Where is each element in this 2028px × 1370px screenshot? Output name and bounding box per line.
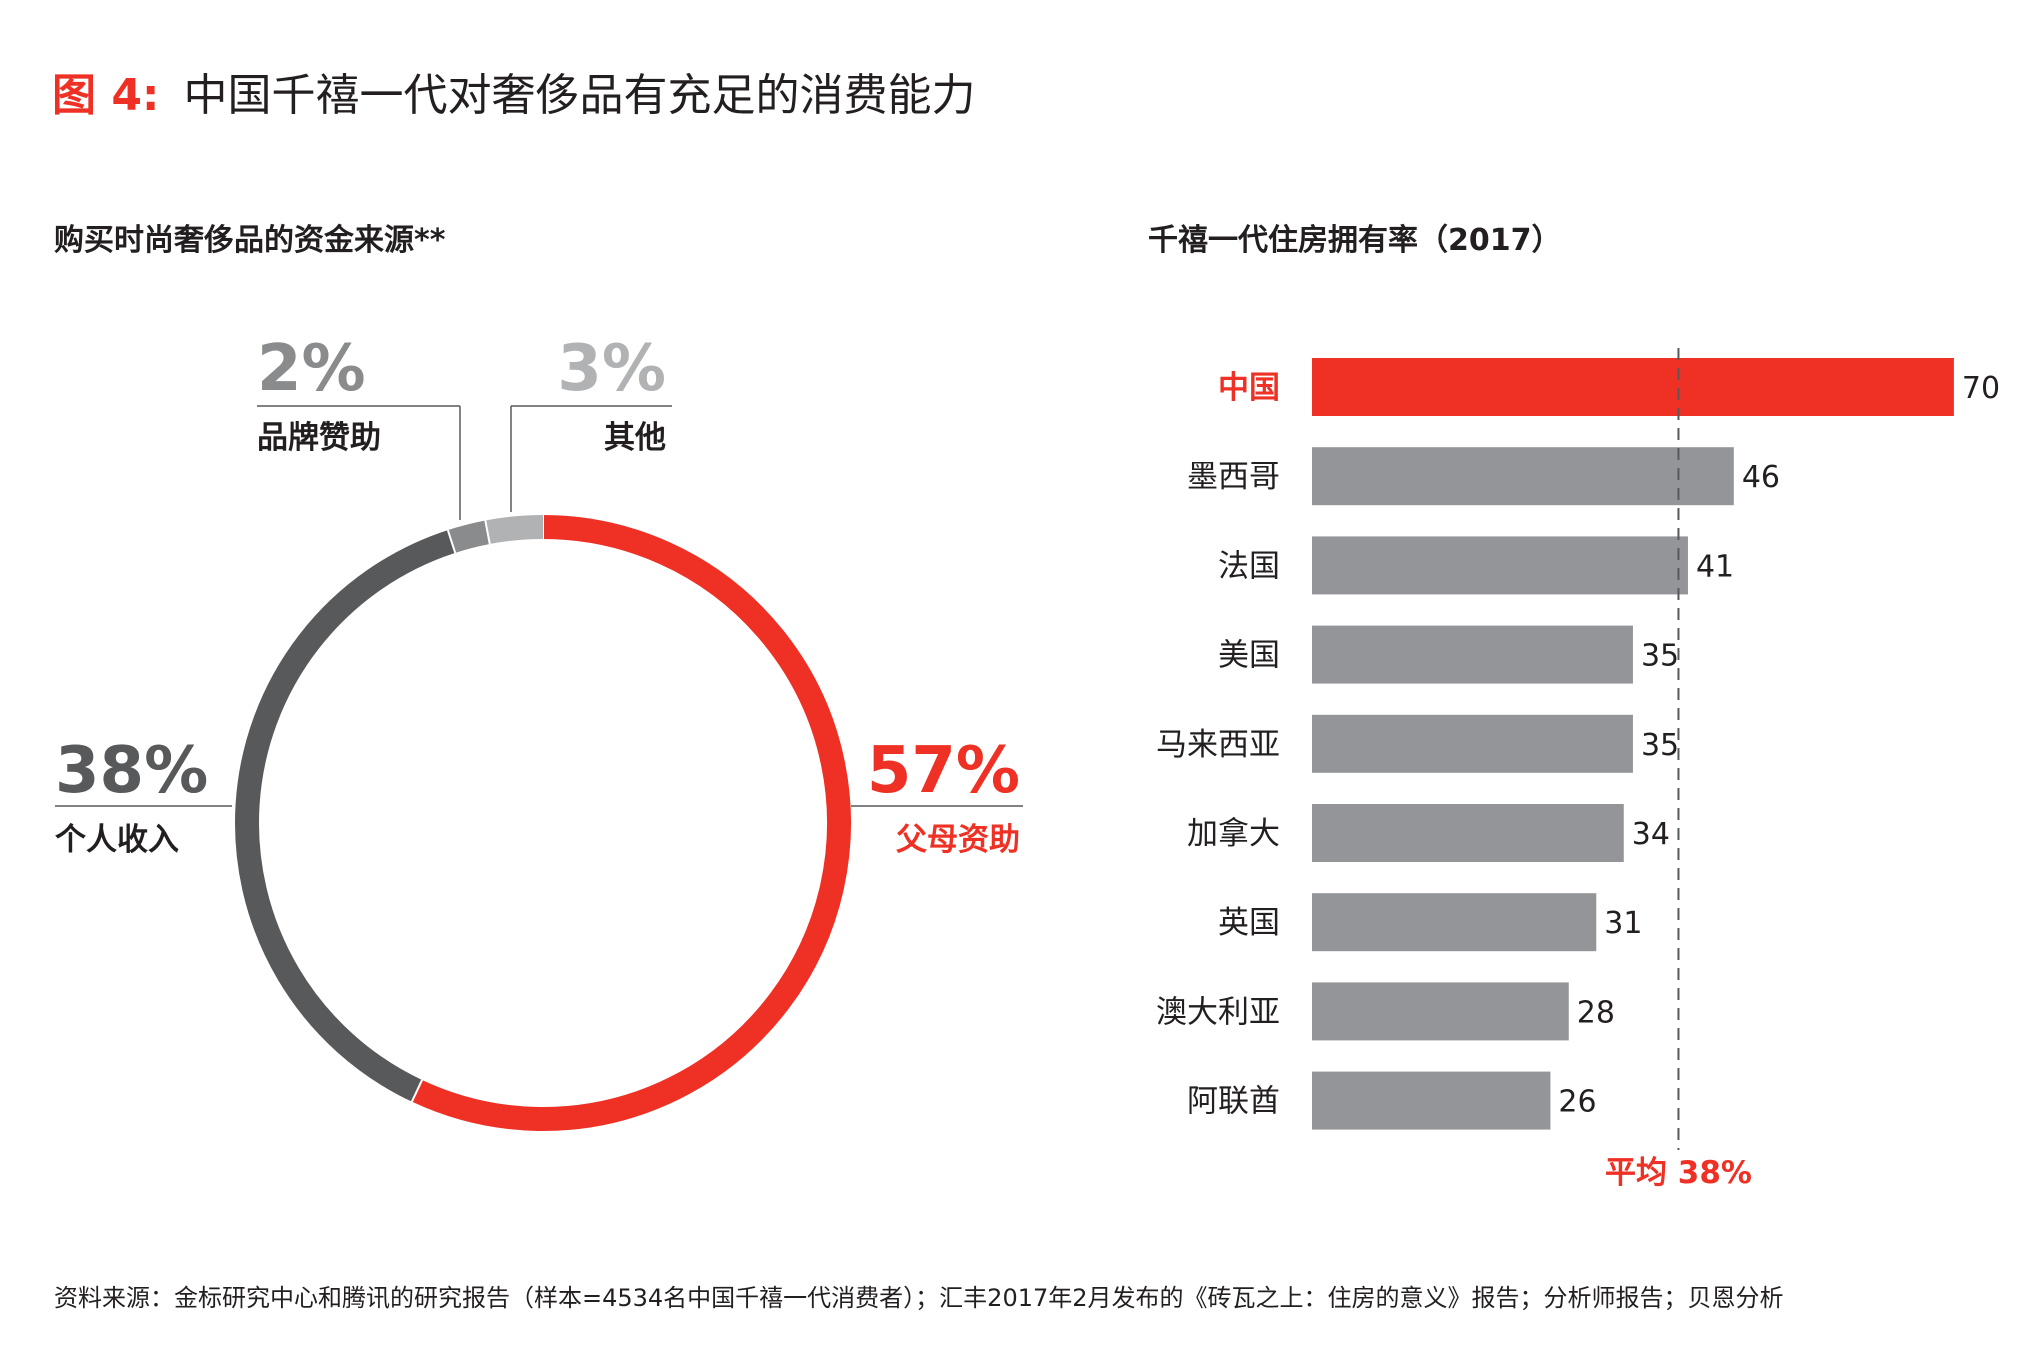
figure-number: 图 4: <box>52 70 160 121</box>
bar-value-label: 31 <box>1604 906 1642 941</box>
bar-5 <box>1312 804 1624 862</box>
bar-0 <box>1312 358 1954 416</box>
slice-value-brand: 2% <box>257 332 366 406</box>
donut-chart <box>235 515 851 1131</box>
slice-separator <box>446 529 457 554</box>
slice-separator <box>410 1079 423 1103</box>
figure-title-text: 中国千禧一代对奢侈品有充足的消费能力 <box>184 70 976 121</box>
bar-6 <box>1312 893 1597 952</box>
bar-value-label: 28 <box>1577 995 1615 1030</box>
bar-category-label: 马来西亚 <box>1156 727 1280 763</box>
bar-8 <box>1312 1071 1551 1130</box>
bar-value-label: 26 <box>1558 1085 1596 1120</box>
donut-labels: 2% 品牌赞助 3% 其他 38% 个人收入 57% 父母资助 <box>55 332 1023 858</box>
bar-value-label: 70 <box>1962 371 2000 406</box>
bar-value-label: 35 <box>1641 639 1679 674</box>
slice-label-income: 个人收入 <box>55 822 179 858</box>
bar-category-label: 美国 <box>1218 638 1280 674</box>
bar-category-label: 英国 <box>1218 905 1280 941</box>
slice-value-other: 3% <box>557 332 666 406</box>
bar-value-label: 34 <box>1632 817 1670 852</box>
bar-4 <box>1312 714 1633 773</box>
bar-1 <box>1312 447 1734 506</box>
slice-separator <box>484 520 491 545</box>
bar-value-label: 41 <box>1696 549 1734 584</box>
bar-3 <box>1312 625 1633 684</box>
bar-category-label: 阿联酋 <box>1187 1084 1280 1120</box>
slice-value-parents: 57% <box>867 734 1020 808</box>
slice-label-parents: 父母资助 <box>896 822 1020 858</box>
slice-label-brand: 品牌赞助 <box>257 420 381 456</box>
bar-7 <box>1312 982 1569 1041</box>
bar-title: 千禧一代住房拥有率（2017） <box>1148 223 1562 258</box>
donut-title: 购买时尚奢侈品的资金来源** <box>54 223 446 258</box>
source-note: 资料来源：金标研究中心和腾讯的研究报告（样本=4534名中国千禧一代消费者）；汇… <box>54 1284 1784 1312</box>
donut-slice-0 <box>411 515 851 1131</box>
average-label: 平均 38% <box>1605 1155 1752 1191</box>
bar-category-label: 法国 <box>1218 548 1280 584</box>
bar-category-label: 加拿大 <box>1187 816 1280 852</box>
donut-slice-3 <box>485 515 544 545</box>
bar-chart: 中国 70 墨西哥 46 法国 41 美国 35 马来西亚 35 加拿大 34 英国 31 澳大利亚 28 阿联… <box>1156 348 2000 1191</box>
bar-category-label: 墨西哥 <box>1187 459 1280 495</box>
slice-value-income: 38% <box>55 734 208 808</box>
figure-title: 图 4: 中国千禧一代对奢侈品有充足的消费能力 <box>52 70 976 121</box>
donut-slice-1 <box>235 530 456 1102</box>
bar-value-label: 46 <box>1742 460 1780 495</box>
donut-slice-2 <box>447 520 490 553</box>
bar-value-label: 35 <box>1641 728 1679 763</box>
slice-label-other: 其他 <box>604 420 666 456</box>
bar-category-label: 澳大利亚 <box>1156 994 1280 1030</box>
bar-category-label: 中国 <box>1218 370 1280 406</box>
bar-2 <box>1312 536 1688 595</box>
